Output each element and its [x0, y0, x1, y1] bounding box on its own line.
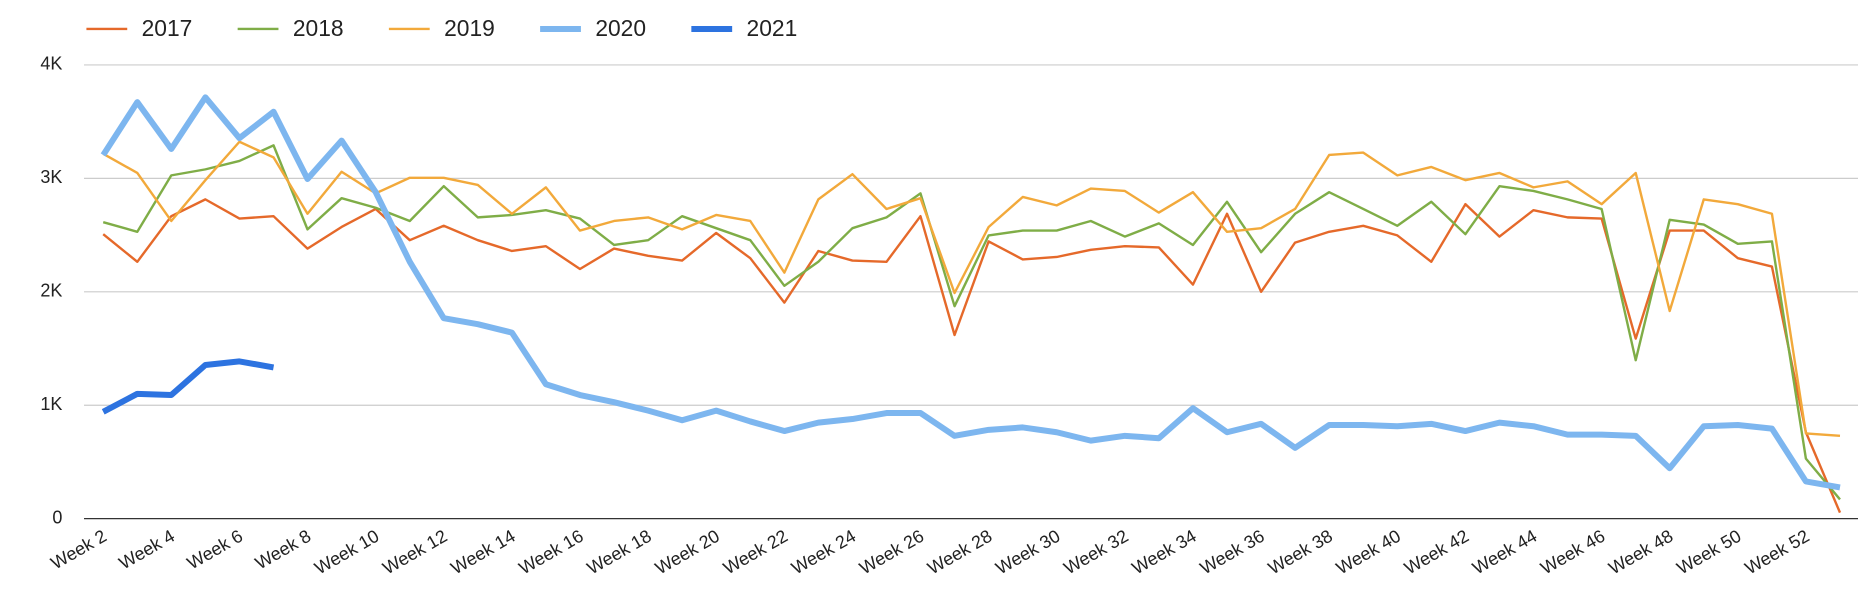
x-tick-label: Week 42 — [1401, 526, 1472, 579]
x-tick-label: Week 6 — [184, 526, 247, 574]
series-line — [102, 144, 1841, 501]
x-tick-label: Week 2 — [47, 526, 110, 574]
x-tick-label: Week 46 — [1537, 526, 1608, 579]
x-tick-label: Week 22 — [720, 526, 791, 579]
series-line — [102, 198, 1842, 514]
x-tick-label: Week 32 — [1060, 526, 1131, 579]
x-tick-label: Week 30 — [992, 526, 1063, 579]
series-line — [100, 94, 1841, 491]
x-tick-label: Week 38 — [1265, 526, 1336, 579]
x-tick-label: Week 14 — [447, 526, 518, 579]
series-line — [102, 140, 1841, 438]
x-tick-label: Week 26 — [856, 526, 927, 579]
legend-label: 2018 — [293, 15, 344, 41]
y-tick-label: 3K — [40, 167, 62, 187]
x-tick-label: Week 12 — [379, 526, 450, 579]
x-tick-label: Week 34 — [1128, 526, 1199, 579]
x-tick-label: Week 48 — [1605, 526, 1676, 579]
x-tick-label: Week 36 — [1197, 526, 1268, 579]
x-tick-label: Week 24 — [788, 526, 859, 579]
y-tick-label: 1K — [40, 394, 62, 414]
legend-label: 2021 — [747, 15, 798, 41]
legend-label: 2019 — [444, 15, 495, 41]
legend-label: 2017 — [142, 15, 193, 41]
legend-label: 2020 — [595, 15, 646, 41]
x-tick-label: Week 4 — [116, 526, 179, 574]
x-tick-label: Week 8 — [252, 526, 315, 574]
x-tick-label: Week 40 — [1333, 526, 1404, 579]
x-tick-label: Week 44 — [1469, 526, 1540, 579]
y-tick-label: 4K — [40, 54, 62, 74]
x-tick-label: Week 52 — [1741, 526, 1812, 579]
x-tick-label: Week 20 — [652, 526, 723, 579]
y-tick-label: 2K — [40, 281, 62, 301]
x-tick-label: Week 18 — [584, 526, 655, 579]
x-tick-label: Week 10 — [311, 526, 382, 579]
y-tick-label: 0 — [52, 507, 62, 527]
x-tick-label: Week 16 — [516, 526, 587, 579]
x-tick-label: Week 50 — [1673, 526, 1744, 579]
x-tick-label: Week 28 — [924, 526, 995, 579]
series-line — [101, 358, 275, 415]
